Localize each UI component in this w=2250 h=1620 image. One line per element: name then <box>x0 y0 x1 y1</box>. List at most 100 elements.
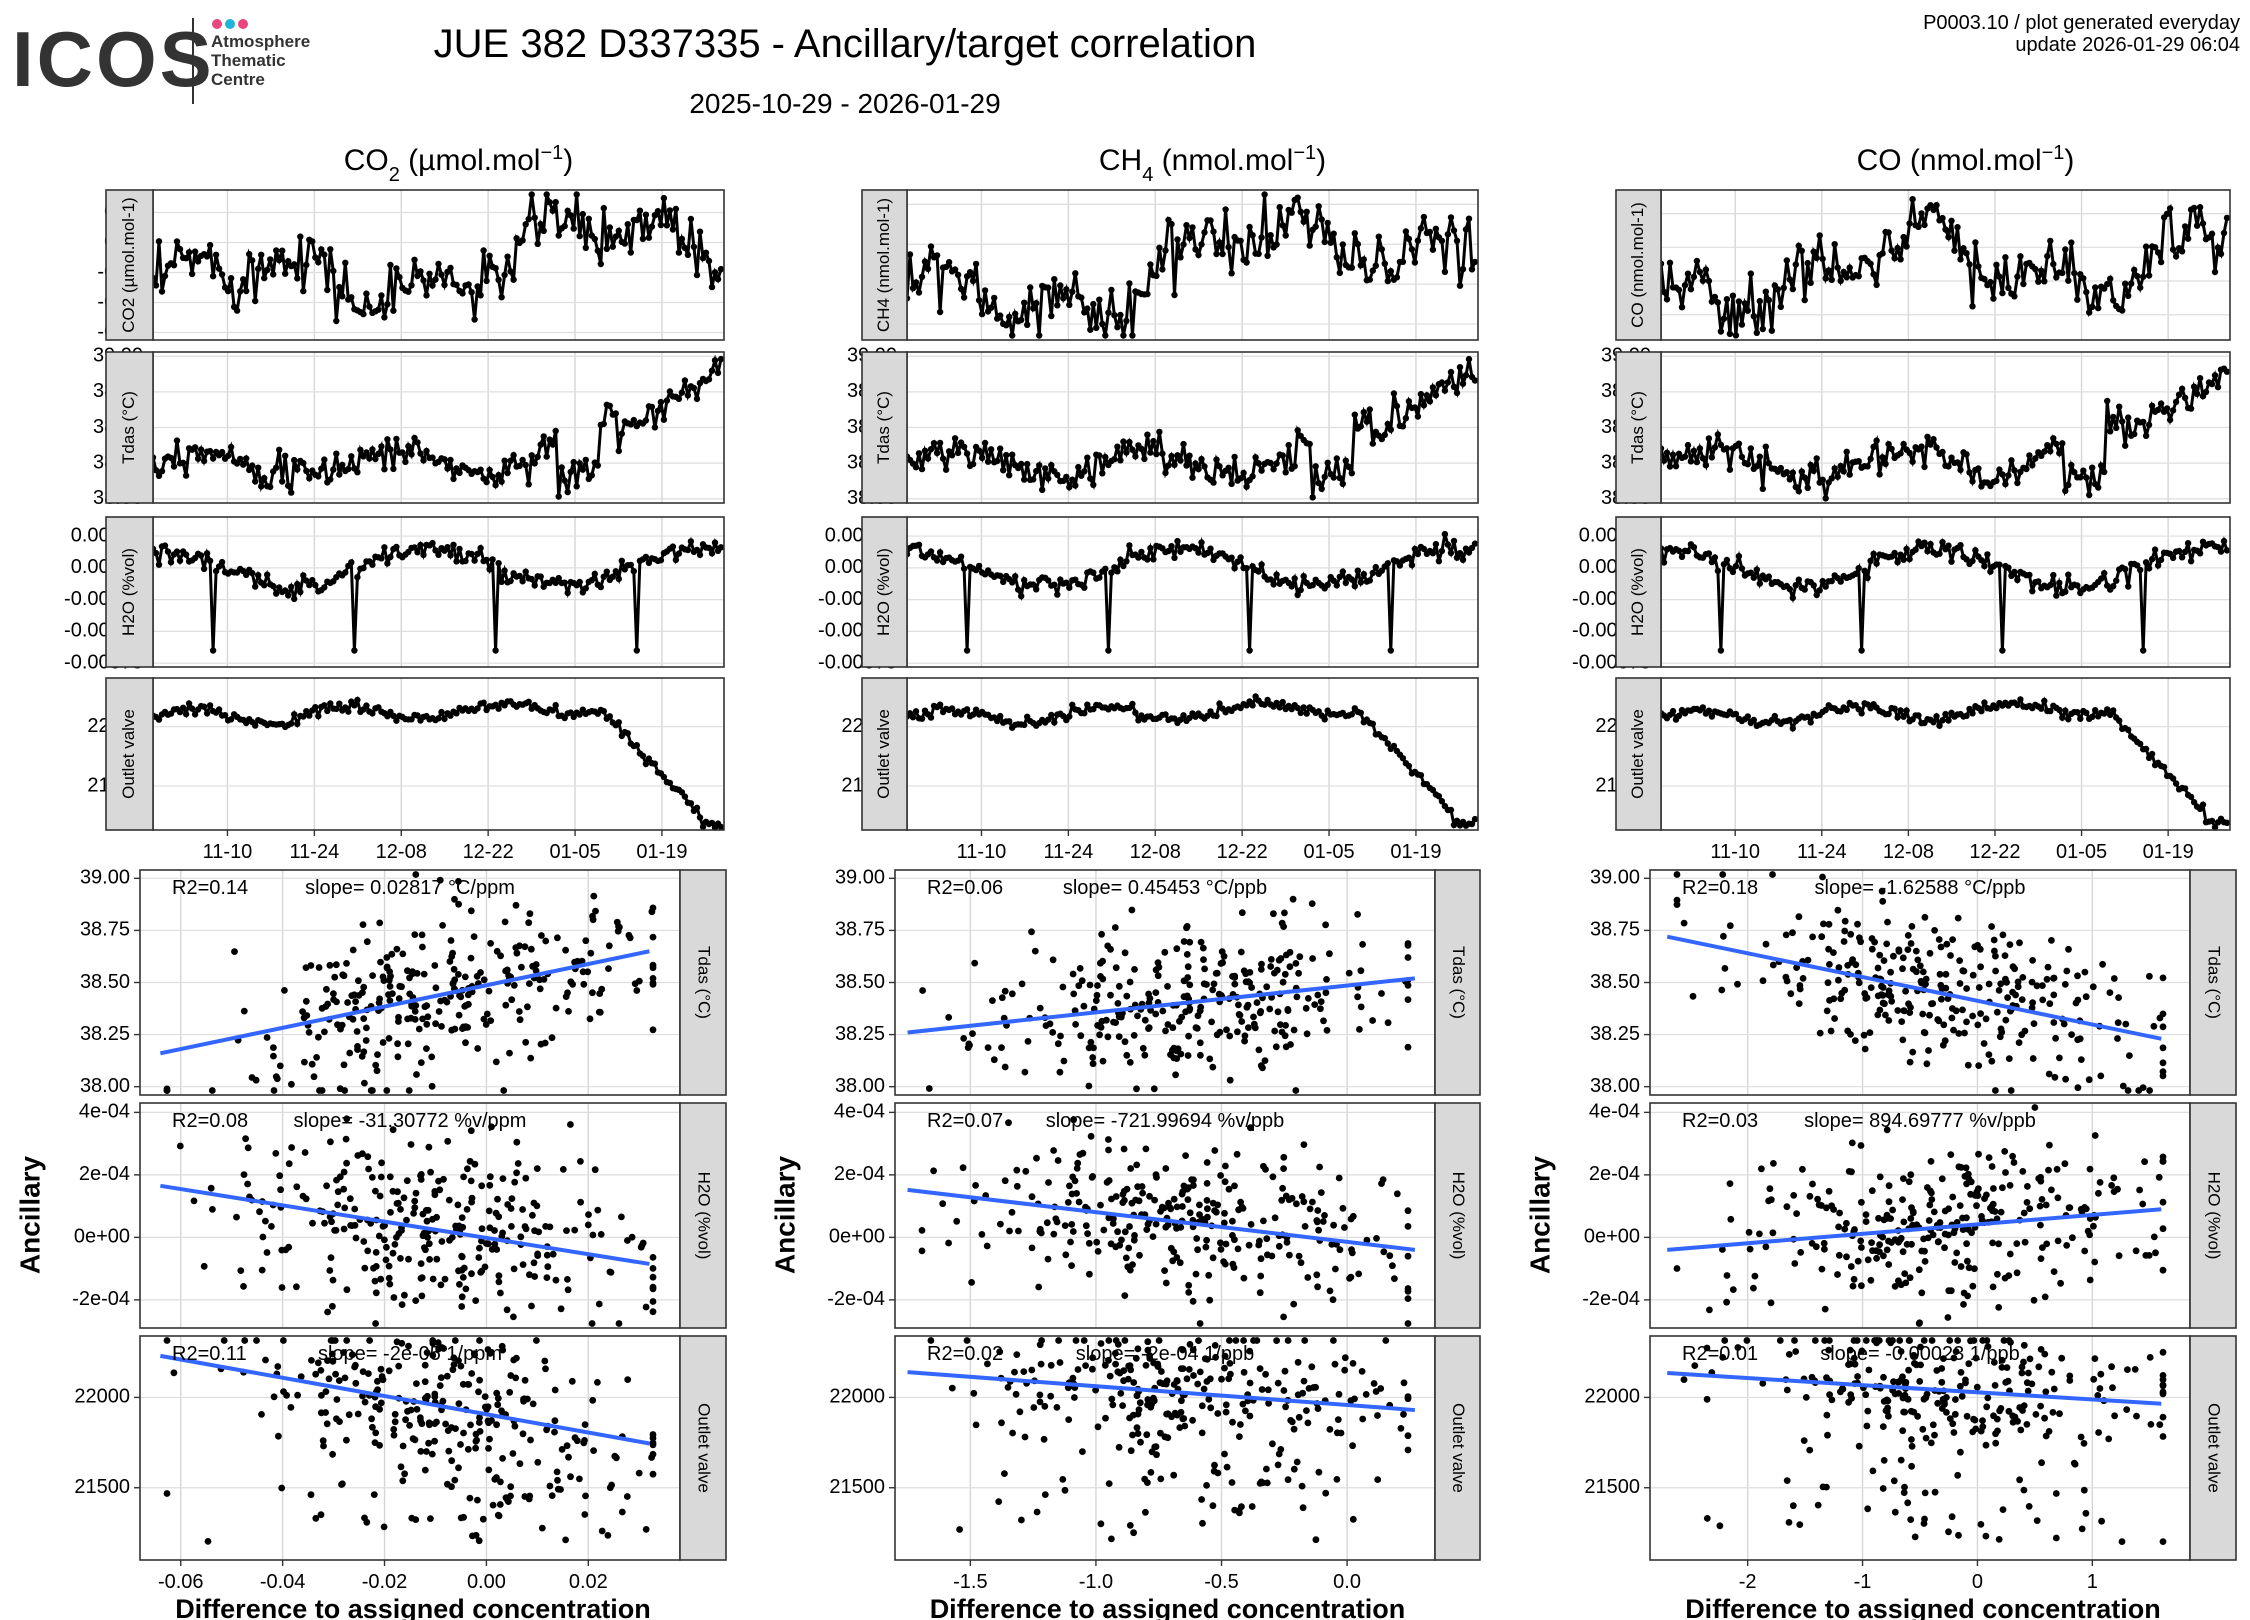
ts-co-species-point <box>1741 300 1749 307</box>
cor-ch4-h2o-point <box>1314 1283 1321 1291</box>
ts-ch4-tdas-point <box>1090 481 1097 488</box>
ts-ch4-tdas-point <box>918 465 926 473</box>
ts-co2-species-point <box>267 256 274 263</box>
ts-ch4-h2o-point <box>957 553 965 560</box>
cor-co2-valve-point <box>649 1439 657 1447</box>
ts-ch4-species-point <box>1414 237 1422 244</box>
cor-ch4-tdas-point <box>1354 911 1361 918</box>
cor-co2-tdas-point <box>502 1001 510 1009</box>
ts-co2-species-point <box>155 238 163 245</box>
cor-co2-tdas-point <box>404 1015 411 1023</box>
cor-co-tdas-point <box>1949 1005 1956 1012</box>
cor-co2-h2o-point <box>336 1173 344 1181</box>
cor-co2-h2o-point <box>348 1222 356 1229</box>
ts-co-h2o-point <box>2178 554 2186 561</box>
cor-ch4-h2o-point <box>1373 1235 1380 1242</box>
cor-co2-tdas-point <box>649 1026 657 1034</box>
cor-co-h2o-y-tick-label: -2e-04 <box>1582 1288 1640 1310</box>
cor-ch4-valve-point <box>1112 1360 1119 1368</box>
ts-co-species-point <box>1792 261 1800 268</box>
ts-ch4-tdas-point <box>1456 364 1464 371</box>
cor-ch4-tdas-point <box>1258 960 1265 968</box>
cor-co-h2o-point <box>2002 1169 2009 1176</box>
cor-co-tdas-point <box>1726 922 1734 930</box>
ts-ch4-species-point <box>954 271 962 278</box>
ts-co-species-point <box>2104 280 2111 288</box>
ts-ch4-species-point <box>1453 237 1461 244</box>
cor-ch4-h2o-point <box>1220 1258 1227 1265</box>
cor-ch4-h2o-point <box>1275 1242 1283 1250</box>
ts-co-species-point <box>2134 272 2141 280</box>
cor-co2-valve-point <box>440 1345 447 1352</box>
ts-ch4-tdas-point <box>1168 452 1175 460</box>
ts-co-valve-point <box>2038 705 2045 712</box>
cor-ch4-h2o-point <box>1185 1184 1192 1191</box>
cor-ch4-valve-point <box>1037 1360 1045 1368</box>
cor-co2-tdas-point <box>272 1073 280 1080</box>
ts-ch4-h2o-point <box>1066 584 1073 591</box>
cor-co2-valve-point <box>554 1476 561 1484</box>
ts-ch4-valve-point <box>1369 720 1377 727</box>
cor-co-tdas-point <box>1963 1018 1970 1026</box>
ts-co-h2o-point <box>2157 556 2165 564</box>
ts-co2-valve-point <box>474 705 481 712</box>
ts-co2-tdas-point <box>666 388 674 395</box>
ts-ch4-tdas-point <box>1267 459 1274 467</box>
cor-ch4-valve-point <box>1133 1424 1141 1432</box>
ts-ch4-valve-point <box>1066 713 1073 720</box>
ts-ch4-species-point <box>1468 266 1476 273</box>
ts-ch4-tdas-point <box>939 455 947 462</box>
cor-co-tdas-point <box>2050 1019 2058 1026</box>
ts-co2-valve-x-tick-label: 12-08 <box>376 841 427 863</box>
ts-ch4-tdas-point <box>1294 427 1301 434</box>
ts-ch4-tdas-point <box>1285 441 1292 449</box>
cor-ch4-valve-point <box>1072 1337 1080 1344</box>
ts-co2-tdas-point <box>321 456 328 463</box>
ts-co2-h2o-point <box>561 579 568 586</box>
cor-co2-valve-point <box>476 1428 484 1435</box>
cor-co2-valve-point <box>352 1379 360 1387</box>
ts-co2-species-point <box>363 290 370 297</box>
cor-co2-tdas-point <box>344 999 351 1006</box>
cor-ch4-h2o-point <box>1348 1246 1355 1253</box>
ts-co2-tdas-point <box>690 384 698 392</box>
cor-co2-valve-point <box>457 1362 465 1370</box>
ts-co-h2o-point <box>1765 573 1773 580</box>
ts-co2-species-point <box>582 244 589 251</box>
ts-co2-valve-point <box>693 804 701 811</box>
cor-co2-valve-point <box>379 1376 387 1384</box>
ts-ch4-valve-point <box>1084 701 1091 708</box>
cor-ch4-valve-point <box>1258 1386 1266 1393</box>
cor-ch4-h2o-point <box>978 1231 986 1238</box>
ts-co-species-point <box>1747 270 1755 277</box>
cor-ch4-h2o-strip <box>1434 1102 1481 1329</box>
cor-co-h2o-point <box>1847 1263 1855 1270</box>
ts-co2-species-point <box>441 281 448 289</box>
ts-co-species-point <box>1681 282 1689 289</box>
cor-ch4-h2o-point <box>1087 1132 1095 1140</box>
ts-co2-tdas-point <box>531 460 538 467</box>
cor-co2-valve-point <box>340 1349 347 1356</box>
ts-co2-valve-point <box>699 823 707 831</box>
ts-ch4-h2o-point <box>1228 554 1235 561</box>
cor-ch4-tdas-y-tick-label: 38.50 <box>835 971 885 993</box>
cor-ch4-valve-point <box>1221 1352 1229 1360</box>
cor-ch4-h2o-point <box>1380 1248 1388 1256</box>
cor-ch4-h2o-point <box>945 1239 952 1247</box>
ts-co2-tdas-point <box>249 462 256 469</box>
ts-co2-valve-point <box>324 707 331 715</box>
cor-ch4-h2o-point <box>1203 1236 1210 1244</box>
ts-co-valve-point <box>2056 706 2063 714</box>
ts-ch4-species-point <box>933 252 941 259</box>
ts-co-h2o-point <box>2110 583 2117 590</box>
cor-co-tdas-point <box>1848 959 1856 966</box>
cor-co2-h2o-point <box>577 1198 584 1206</box>
cor-ch4-tdas-point <box>1259 1064 1266 1072</box>
ts-co2-h2o-point <box>203 550 211 557</box>
ts-co-h2o-point <box>2101 570 2108 577</box>
ts-co-tdas-point <box>2029 462 2036 469</box>
ts-co-species-point <box>2074 296 2081 303</box>
ts-co-species-point <box>1708 298 1716 305</box>
cor-ch4-tdas-point <box>1008 990 1016 998</box>
ts-co-h2o-point <box>1708 558 1716 566</box>
